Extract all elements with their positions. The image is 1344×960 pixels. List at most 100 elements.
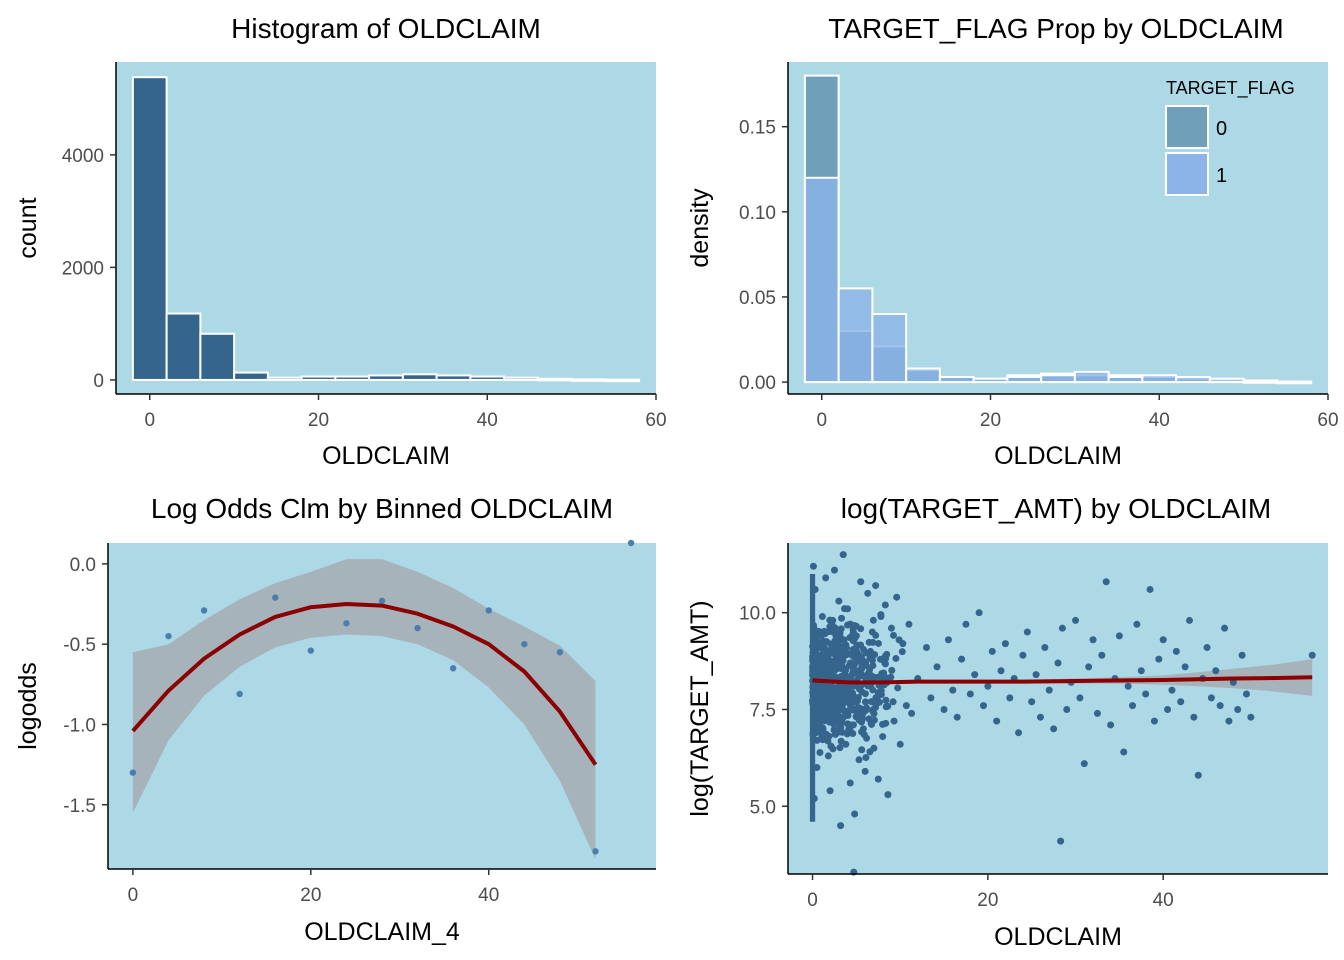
data-point xyxy=(826,713,834,721)
data-point xyxy=(882,654,890,662)
x-tick-label: 40 xyxy=(478,885,499,906)
x-tick-label: 0 xyxy=(128,885,139,906)
data-point xyxy=(865,638,873,646)
x-tick-label: 20 xyxy=(300,885,321,906)
data-point xyxy=(1107,721,1115,729)
data-point xyxy=(872,631,880,639)
data-point xyxy=(820,648,828,656)
data-point xyxy=(958,655,966,663)
density-bar-series-1 xyxy=(972,377,1009,384)
y-axis-label: log(TARGET_AMT) xyxy=(686,600,714,816)
histogram-bar xyxy=(165,312,202,381)
histogram-bar xyxy=(536,377,573,382)
data-point xyxy=(1207,694,1215,702)
data-point xyxy=(838,614,846,622)
data-point xyxy=(864,589,872,597)
dense-point-cloud xyxy=(809,573,906,822)
chart-title: log(TARGET_AMT) by OLDCLAIM xyxy=(841,493,1271,524)
x-axis-label: OLDCLAIM xyxy=(994,923,1122,951)
data-point xyxy=(866,748,874,756)
data-point xyxy=(889,698,897,706)
data-point xyxy=(966,690,974,698)
data-point xyxy=(869,707,877,715)
data-point xyxy=(849,626,857,634)
density-bar-series-1 xyxy=(938,375,975,384)
data-point xyxy=(855,756,863,764)
data-point xyxy=(837,737,845,745)
data-point xyxy=(815,709,823,717)
y-axis-label: logodds xyxy=(14,662,42,750)
legend-label-0: 0 xyxy=(1216,118,1227,140)
data-point xyxy=(818,732,826,740)
data-point xyxy=(876,672,884,680)
data-point xyxy=(1045,686,1053,694)
histogram-bar xyxy=(401,373,438,381)
data-point xyxy=(817,717,825,725)
data-point xyxy=(1150,717,1158,725)
y-tick-label: 5.0 xyxy=(750,797,776,818)
data-point xyxy=(855,653,863,661)
data-point xyxy=(940,705,948,713)
data-point xyxy=(818,613,826,621)
data-point xyxy=(882,674,890,682)
data-point xyxy=(869,616,877,624)
data-point xyxy=(1050,725,1058,733)
data-point xyxy=(826,705,834,713)
data-point xyxy=(815,682,823,690)
data-point xyxy=(862,754,870,762)
density-bar-series-1 xyxy=(1107,375,1144,384)
data-point xyxy=(816,748,824,756)
data-point xyxy=(979,702,987,710)
legend: TARGET_FLAG 0 1 xyxy=(1165,78,1295,196)
y-tick-label: -1.0 xyxy=(63,715,96,736)
data-point xyxy=(272,594,279,601)
data-point xyxy=(895,636,903,644)
data-point xyxy=(837,822,845,830)
data-point xyxy=(859,709,867,717)
density-bar-series-1 xyxy=(1006,375,1043,384)
data-point xyxy=(343,620,350,627)
histogram-bar xyxy=(334,375,371,381)
y-tick-label: 0.15 xyxy=(739,118,776,139)
x-tick-label: 40 xyxy=(477,410,498,431)
density-bar-series-1 xyxy=(1175,375,1211,384)
data-point xyxy=(851,698,859,706)
data-point xyxy=(1036,713,1044,721)
data-point xyxy=(816,699,824,707)
data-point xyxy=(814,632,822,640)
data-point xyxy=(853,648,861,656)
histogram-bar xyxy=(503,376,539,381)
data-point xyxy=(1028,698,1036,706)
data-point xyxy=(877,611,885,619)
data-point xyxy=(830,566,838,574)
histogram-bar xyxy=(435,374,472,381)
data-point xyxy=(236,690,243,698)
data-point xyxy=(1006,694,1014,702)
data-point xyxy=(893,593,901,601)
x-tick-label: 60 xyxy=(645,410,666,431)
data-point xyxy=(857,578,865,586)
data-point xyxy=(944,636,952,644)
density-bar-series-1 xyxy=(803,176,840,384)
data-point xyxy=(953,713,961,721)
data-point xyxy=(1172,647,1180,655)
data-point xyxy=(521,640,528,648)
data-point xyxy=(844,621,852,629)
y-tick-label: 0.00 xyxy=(739,373,776,394)
data-point xyxy=(1058,624,1066,632)
data-point xyxy=(821,638,829,646)
density-bar-series-1 xyxy=(905,367,941,384)
data-point xyxy=(1238,651,1246,659)
data-point xyxy=(908,709,916,717)
data-point xyxy=(872,694,880,702)
data-point xyxy=(1080,760,1088,768)
data-point xyxy=(838,691,846,699)
data-point xyxy=(1177,698,1185,706)
y-tick-label: -1.5 xyxy=(63,796,96,817)
data-point xyxy=(592,848,599,855)
histogram-bar xyxy=(131,76,168,381)
data-point xyxy=(837,661,845,669)
y-tick-label: 7.5 xyxy=(750,700,776,721)
data-point xyxy=(1142,690,1150,698)
data-point xyxy=(855,684,863,692)
